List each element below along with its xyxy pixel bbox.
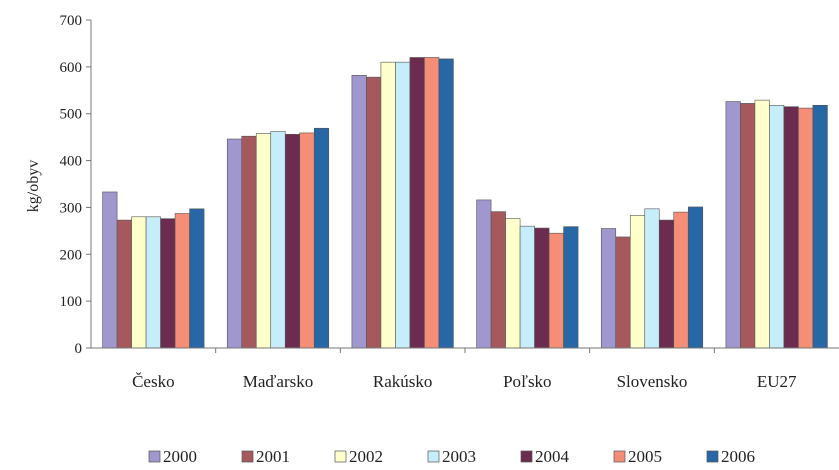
bar-2006-1	[313, 127, 330, 349]
bar-2004-0	[160, 218, 176, 349]
bar-2006-5	[812, 104, 828, 349]
bar-2005-2	[424, 57, 440, 349]
bar-2005-4	[673, 211, 689, 349]
bar-2002-5	[754, 99, 770, 349]
bar-2002-0	[131, 216, 147, 349]
bar-2003-2	[395, 61, 411, 349]
category-label: EU27	[757, 372, 797, 391]
y-tick-label: 100	[60, 294, 83, 310]
category-label: Slovensko	[617, 372, 688, 391]
bar-2002-2	[380, 61, 396, 349]
bar-2000-0	[102, 191, 118, 349]
bar-2001-0	[116, 219, 132, 349]
bar-2000-4	[600, 228, 617, 349]
bar-2000-1	[226, 138, 243, 349]
axes	[90, 20, 839, 353]
legend-label: 2001	[256, 447, 290, 466]
legend-swatch	[613, 450, 626, 463]
legend-label: 2004	[535, 447, 570, 466]
bar-2003-4	[644, 208, 660, 349]
bars-group	[102, 57, 828, 349]
legend-label: 2000	[163, 447, 197, 466]
y-axis-ticks: 0 100 200 300 400 500 600 700	[60, 13, 91, 357]
bar-2005-3	[548, 232, 564, 349]
y-tick-label: 300	[60, 200, 83, 216]
legend-swatch	[427, 450, 440, 463]
bar-2002-3	[505, 218, 521, 349]
bar-2006-3	[563, 226, 579, 349]
y-tick-label: 600	[60, 60, 83, 76]
y-tick-label: 0	[75, 341, 83, 357]
bar-2002-4	[629, 215, 646, 349]
legend-label: 2005	[628, 447, 662, 466]
category-labels: Česko Maďarsko Rakúsko Poľsko Slovensko EU27	[132, 372, 797, 391]
bar-2004-1	[284, 134, 301, 349]
bar-2002-1	[255, 133, 272, 349]
bar-2000-5	[725, 101, 741, 349]
category-label: Maďarsko	[243, 372, 313, 391]
bar-2003-0	[145, 216, 161, 349]
bar-2005-0	[174, 213, 190, 349]
bar-2001-1	[241, 135, 257, 349]
bar-2006-2	[438, 58, 454, 349]
bar-2001-4	[615, 236, 631, 349]
y-tick-label: 400	[60, 154, 83, 170]
y-tick-label: 700	[60, 13, 83, 29]
bar-2004-3	[534, 227, 550, 349]
legend: 2000 2001 2002 2003 2004 2005 2006	[148, 447, 755, 466]
category-label: Poľsko	[503, 372, 551, 391]
legend-swatch	[334, 450, 347, 463]
bar-2001-5	[740, 103, 756, 349]
y-axis-title: kg/obyv	[25, 160, 42, 212]
legend-label: 2006	[721, 447, 755, 466]
bar-2005-5	[798, 107, 814, 349]
bar-2003-5	[769, 104, 785, 349]
y-tick-label: 200	[60, 247, 83, 263]
legend-swatch	[148, 450, 161, 463]
y-tick-label: 500	[60, 107, 83, 123]
bar-2005-1	[299, 132, 315, 349]
bar-2003-3	[519, 225, 535, 349]
bar-2006-4	[687, 206, 704, 349]
legend-label: 2002	[349, 447, 383, 466]
legend-label: 2003	[442, 447, 476, 466]
legend-swatch	[706, 450, 719, 463]
legend-swatch	[241, 450, 254, 463]
legend-swatch	[520, 450, 533, 463]
bar-2003-1	[270, 131, 286, 349]
bar-2001-3	[490, 211, 506, 349]
bar-2001-2	[366, 76, 382, 349]
bar-2006-0	[189, 208, 205, 349]
bar-2004-4	[658, 219, 675, 349]
bar-2000-2	[351, 74, 367, 349]
bar-2000-3	[476, 199, 492, 349]
category-label: Rakúsko	[373, 372, 433, 391]
bar-2004-5	[783, 106, 799, 349]
category-label: Česko	[132, 372, 175, 391]
bar-2004-2	[409, 57, 425, 349]
